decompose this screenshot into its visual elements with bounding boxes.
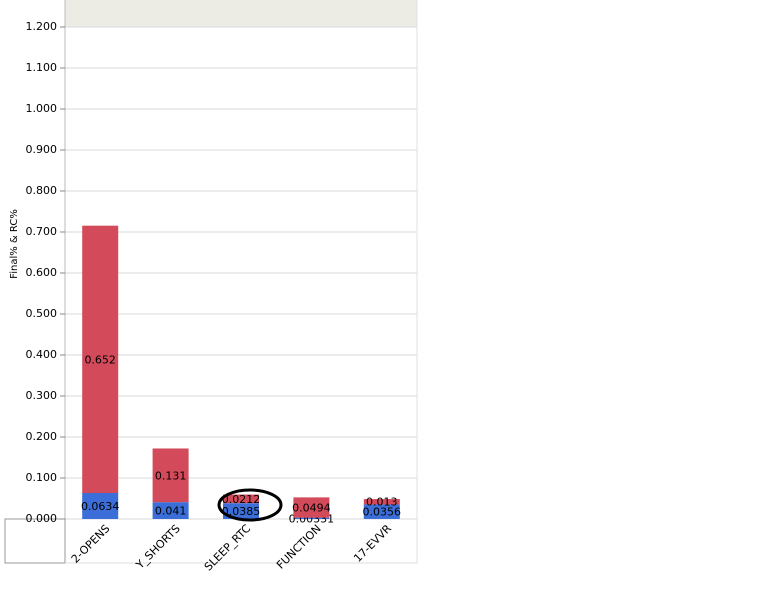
annotation-circle: [217, 488, 283, 522]
y-tick-label: 0.100: [26, 471, 58, 484]
header-band: [65, 0, 417, 27]
y-tick-label: 0.000: [26, 512, 58, 525]
value-label: 0.0494: [292, 502, 331, 515]
x-tick-label: 2-OPENS: [69, 522, 113, 566]
bar-segment: [293, 517, 330, 519]
x-tick-label: Y_SHORTS: [133, 522, 183, 572]
value-label: 0.0385: [222, 505, 261, 518]
x-tick-label: SLEEP_RTC: [202, 522, 254, 574]
bar-segment: [363, 504, 400, 519]
value-label: 0.0634: [81, 500, 120, 513]
y-tick-label: 0.500: [26, 307, 58, 320]
bar-segment: [223, 503, 259, 519]
y-tick-label: 0.700: [26, 225, 58, 238]
bar-segment: [152, 448, 189, 503]
y-tick-label: 1.100: [26, 61, 58, 74]
bar-segment: [223, 494, 259, 504]
bar-segment: [82, 493, 119, 519]
y-tick-label: 0.300: [26, 389, 58, 402]
value-label: 0.652: [84, 353, 116, 366]
bar-segment: [82, 225, 119, 494]
y-tick-label: 0.400: [26, 348, 58, 361]
y-tick-label: 0.800: [26, 184, 58, 197]
value-label: 0.131: [155, 469, 187, 482]
y-tick-label: 0.900: [26, 143, 58, 156]
bar-segment: [363, 499, 400, 505]
y-tick-label: 0.600: [26, 266, 58, 279]
y-tick-label: 1.000: [26, 102, 58, 115]
value-label: 0.041: [155, 505, 187, 518]
y-axis-label: Final% & RC%: [9, 209, 20, 279]
value-label: 0.0356: [363, 506, 402, 519]
bar-segment: [152, 502, 189, 519]
x-tick-label: 17-EVVR: [351, 522, 394, 565]
bar-segment: [293, 497, 330, 518]
corner-box: [4, 518, 66, 564]
y-tick-label: 0.200: [26, 430, 58, 443]
y-tick-label: 1.200: [26, 20, 58, 33]
value-label: 0.013: [366, 496, 398, 509]
value-label: 0.0212: [222, 493, 261, 506]
x-tick-label: FUNCTION: [274, 522, 324, 572]
